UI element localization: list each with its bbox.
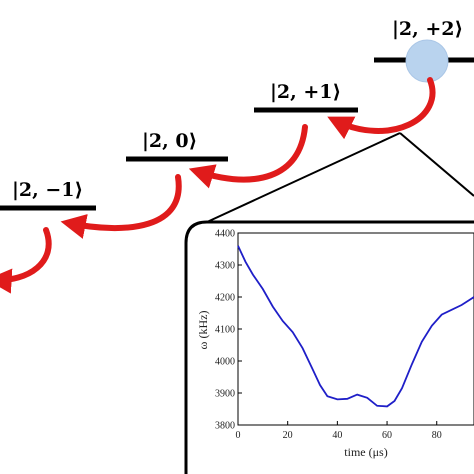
frequency-curve: [237, 245, 474, 408]
transition-arrow-2-to-1: [327, 77, 436, 140]
y-tick-label: 4000: [215, 357, 235, 368]
y-tick-label: 4100: [215, 325, 235, 336]
transition-arrow-1-to-0: [188, 124, 308, 189]
level-label-m-1: |2, −1⟩: [12, 179, 83, 201]
y-tick-label: 3800: [215, 421, 235, 432]
plot-area: [237, 232, 474, 426]
x-tick-label: 80: [432, 430, 442, 441]
x-tick-label: 60: [382, 430, 392, 441]
level-label-m+1: |2, +1⟩: [270, 81, 341, 103]
zoom-line-right: [399, 132, 474, 197]
level-label-m0: |2, 0⟩: [142, 130, 197, 152]
y-axis-label: ω (kHz): [196, 311, 210, 350]
atom-circle: [405, 39, 449, 83]
x-axis-label: time (μs): [344, 445, 387, 459]
x-tick-label: 20: [283, 430, 293, 441]
transition-arrows: [0, 77, 436, 294]
transition-arrow-m1-to-m2: [0, 227, 52, 294]
inset-plot: 3800 3900 4000 4100 4200 4300 4400 0 20 40 60 80 ω…: [196, 229, 474, 459]
y-tick-label: 4200: [215, 293, 235, 304]
y-tick-label: 4400: [215, 229, 235, 240]
zoom-line-left: [206, 132, 401, 223]
y-tick-label: 4300: [215, 261, 235, 272]
x-tick-label: 0: [236, 430, 241, 441]
level-label-m+2: |2, +2⟩: [392, 18, 463, 40]
transition-arrow-0-to-m1: [60, 174, 182, 239]
x-tick-label: 40: [332, 430, 342, 441]
y-tick-label: 3900: [215, 389, 235, 400]
